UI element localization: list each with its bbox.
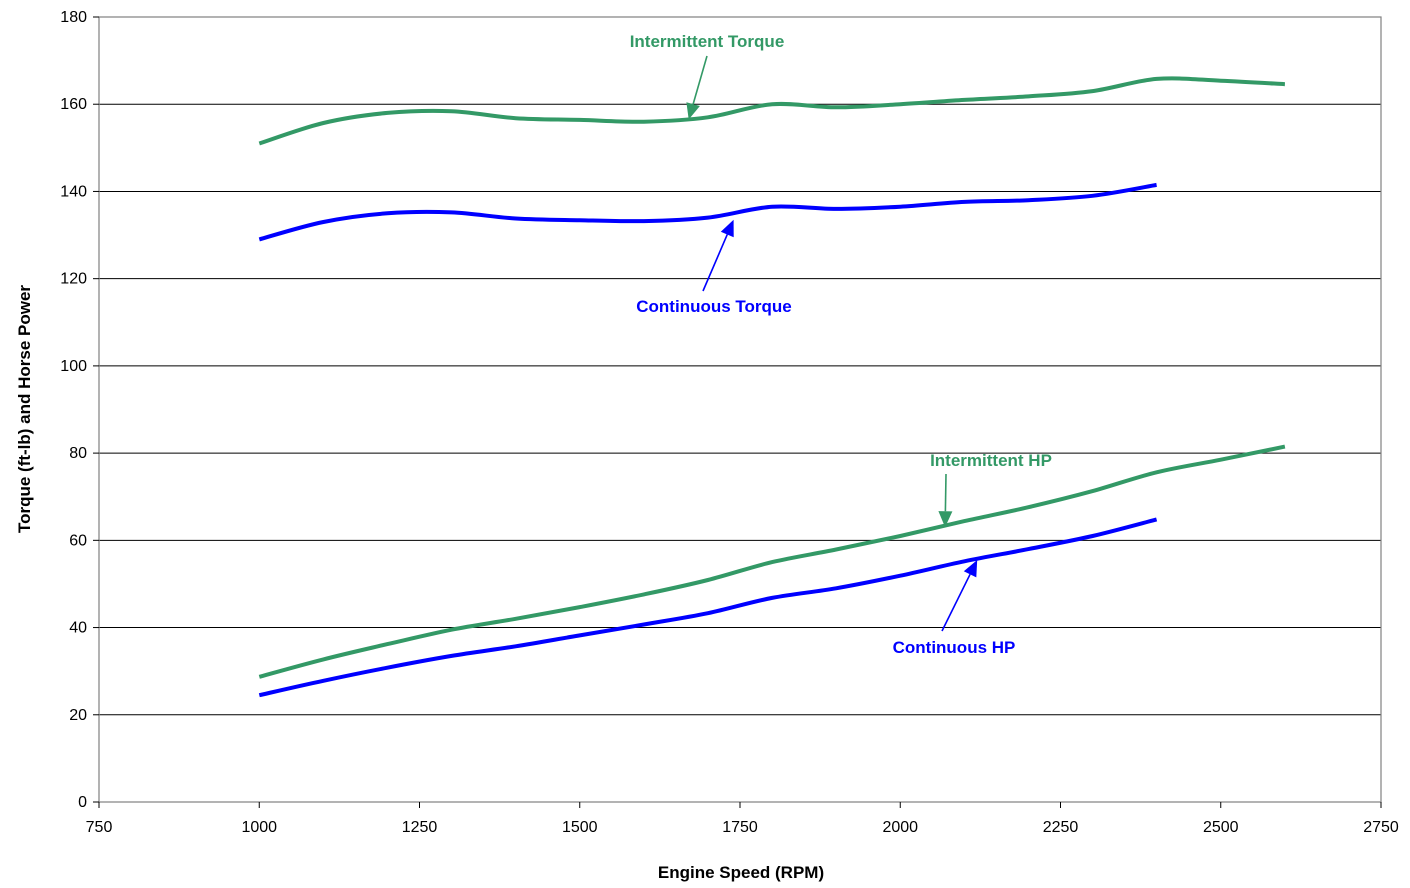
- x-tick-label: 2750: [1363, 819, 1399, 836]
- series-line-continuous-hp: [258, 517, 1158, 698]
- annotation-label: Continuous Torque: [636, 297, 792, 316]
- annotation-arrow-head: [963, 560, 978, 578]
- annotation-arrow-line: [692, 55, 708, 105]
- y-tick-label: 100: [60, 358, 87, 375]
- annotation-arrow-line: [944, 473, 947, 512]
- annotation-arrow-head: [720, 219, 734, 238]
- annotation-intermittent-torque: Intermittent Torque: [630, 32, 785, 120]
- y-tick-label: 60: [69, 532, 87, 549]
- annotation-arrow-line: [941, 573, 971, 632]
- series-line-intermittent-hp: [258, 444, 1286, 679]
- x-tick-label: 1250: [402, 819, 438, 836]
- annotation-label: Continuous HP: [893, 638, 1016, 657]
- x-tick-label: 2000: [882, 819, 918, 836]
- y-tick-label: 180: [60, 9, 87, 26]
- annotation-arrow-head: [686, 102, 700, 120]
- annotation-label: Intermittent HP: [930, 451, 1052, 470]
- axes: 0 20 40 60 80 100 120 140 160 180 750 1000 1250 1500 1…: [60, 9, 1399, 836]
- y-tick-label: 40: [69, 620, 87, 637]
- x-tick-label: 1000: [241, 819, 277, 836]
- y-tick-label: 140: [60, 183, 87, 200]
- x-tick-label: 1750: [722, 819, 758, 836]
- gridlines: [99, 16, 1381, 716]
- x-tick-label: 1500: [562, 819, 598, 836]
- series-line-continuous-torque: [258, 182, 1157, 242]
- annotations: Intermittent Torque Continuous Torque Inte…: [630, 32, 1052, 657]
- annotation-arrow-line: [702, 234, 729, 292]
- annotation-intermittent-hp: Intermittent HP: [930, 451, 1052, 528]
- y-tick-label: 0: [78, 794, 87, 811]
- x-tick-label: 2250: [1043, 819, 1079, 836]
- y-tick-label: 160: [60, 96, 87, 113]
- annotation-arrow-head: [938, 511, 953, 528]
- annotation-label: Intermittent Torque: [630, 32, 785, 51]
- y-axis-title: Torque (ft-lb) and Horse Power: [15, 285, 34, 533]
- y-tick-label: 20: [69, 707, 87, 724]
- x-tick-label: 750: [86, 819, 113, 836]
- annotation-continuous-torque: Continuous Torque: [636, 219, 792, 316]
- x-tick-label: 2500: [1203, 819, 1239, 836]
- x-axis-title: Engine Speed (RPM): [658, 863, 824, 882]
- annotation-continuous-hp: Continuous HP: [893, 560, 1016, 657]
- y-tick-label: 80: [69, 445, 87, 462]
- y-tick-label: 120: [60, 271, 87, 288]
- plot-area-frame: [98, 16, 1382, 803]
- series-line-intermittent-torque: [258, 76, 1286, 146]
- series-lines: [258, 76, 1286, 698]
